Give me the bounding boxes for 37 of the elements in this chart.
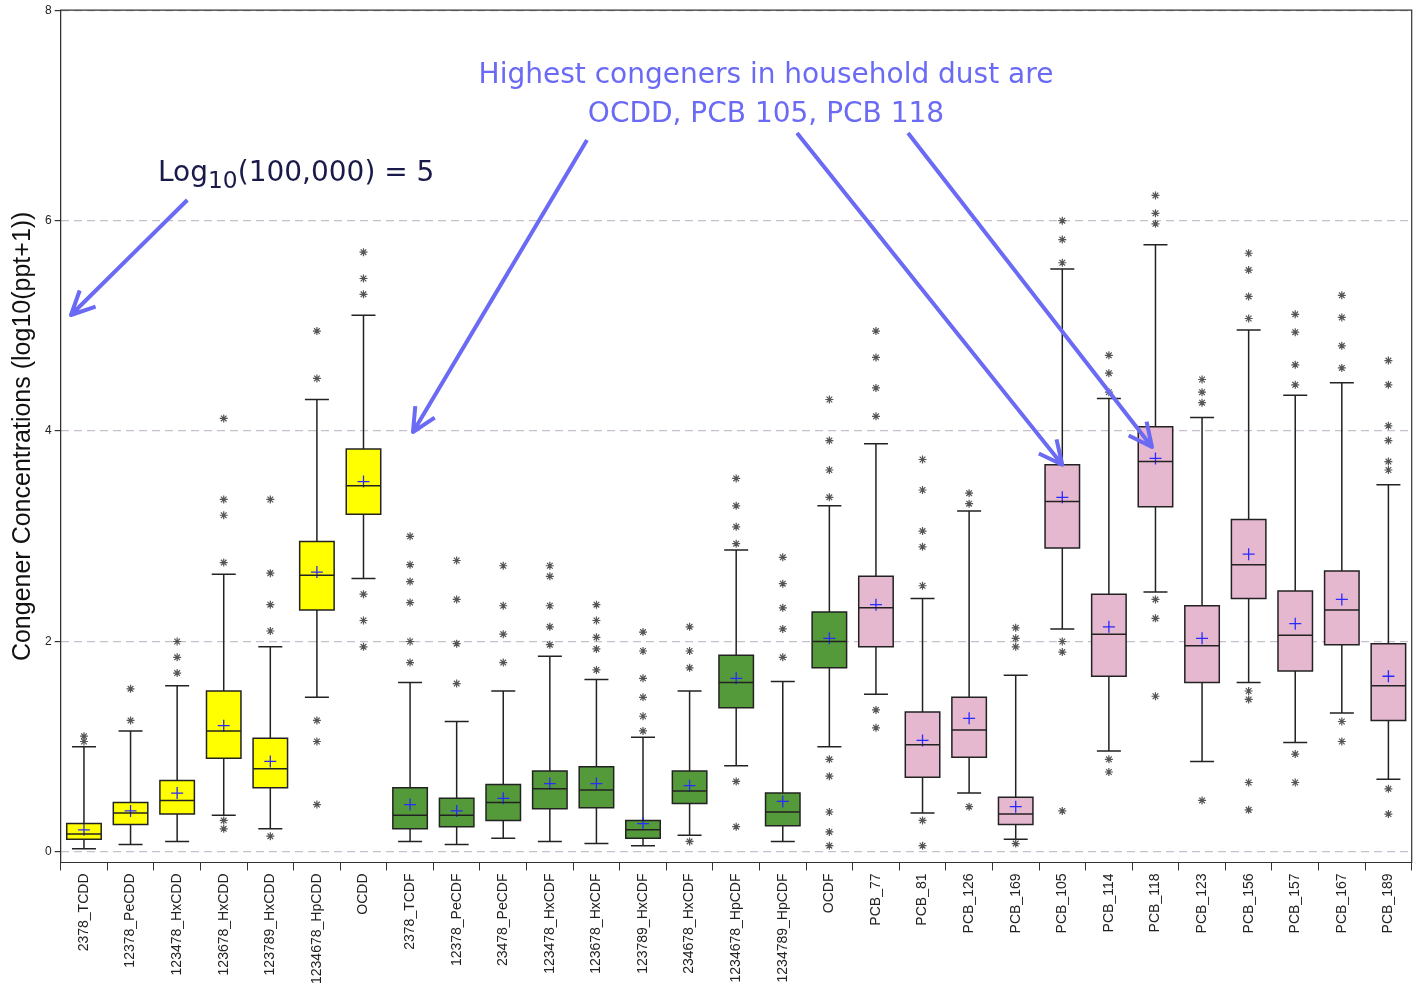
- x-tick-label: 23478_PeCDF: [494, 873, 511, 967]
- x-tick-label: 12378_PeCDD: [121, 873, 138, 968]
- x-tick-label: 234678_HxCDF: [680, 873, 697, 974]
- x-tick-label: 123478_HxCDD: [168, 873, 184, 976]
- x-tick-label: 12378_PeCDF: [447, 873, 464, 967]
- y-tick-label: 8: [44, 2, 52, 17]
- x-tick-label: 123478_HxCDF: [540, 873, 557, 974]
- x-tick-label: PCB_123: [1192, 873, 1209, 934]
- x-tick-label: PCB_189: [1379, 873, 1396, 934]
- x-tick-label: 2378_TCDF: [400, 873, 417, 950]
- y-tick-label: 2: [44, 633, 52, 648]
- x-tick-label: 123789_HxCDF: [633, 873, 650, 974]
- annotation: Highest congeners in household dust are OCDD, PCB 105, PCB 118: [477, 56, 1055, 131]
- x-tick-label: OCDD: [354, 873, 371, 915]
- x-tick-label: PCB_77: [866, 873, 883, 926]
- x-tick-label: PCB_156: [1239, 873, 1256, 934]
- x-tick-label: 1234678_HpCDD: [307, 873, 324, 985]
- x-tick-label: 1234789_HpCDF: [773, 873, 790, 983]
- x-tick-label: PCB_169: [1006, 873, 1023, 934]
- y-tick-label: 6: [44, 212, 52, 227]
- x-tick-label: OCDF: [820, 873, 837, 914]
- x-tick-label: PCB_167: [1332, 873, 1349, 934]
- x-tick-label: 2378_TCDD: [74, 873, 91, 952]
- x-tick-label: 123678_HxCDD: [214, 873, 231, 976]
- annotation: Log$_{10}$(100,000) = 5: [158, 154, 435, 196]
- x-tick-label: 123678_HxCDF: [587, 873, 604, 974]
- x-tick-label: PCB_105: [1053, 873, 1070, 934]
- x-tick-label: PCB_81: [913, 873, 930, 926]
- x-tick-label: PCB_118: [1146, 873, 1163, 933]
- y-axis-title: Congener Concentrations (log10(ppt+1)): [6, 211, 35, 662]
- x-tick-label: PCB_157: [1286, 873, 1303, 934]
- x-tick-label: PCB_114: [1099, 873, 1116, 933]
- y-tick-label: 0: [44, 844, 52, 859]
- x-tick-label: PCB_126: [959, 873, 976, 934]
- y-tick-label: 4: [44, 423, 52, 438]
- x-tick-label: 123789_HxCDD: [261, 873, 278, 976]
- x-tick-label: 1234678_HpCDF: [727, 873, 744, 983]
